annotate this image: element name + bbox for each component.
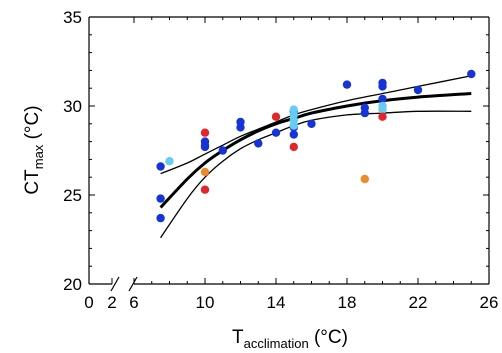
y-axis-title-main: CT xyxy=(22,169,43,195)
fit-lines xyxy=(159,75,472,239)
axes xyxy=(88,16,490,292)
y-axis-title-unit: (°C) xyxy=(22,105,43,144)
x-tick-label: 0 xyxy=(84,293,93,312)
data-point-blue xyxy=(271,128,281,137)
x-tick-label: 26 xyxy=(480,293,499,312)
data-point-red xyxy=(289,142,298,152)
y-tick-label: 25 xyxy=(63,186,82,205)
data-point-red xyxy=(200,185,210,194)
data-point-blue xyxy=(413,85,423,95)
data-point-blue xyxy=(218,146,227,155)
data-point-red xyxy=(378,112,387,121)
data-point-blue xyxy=(307,119,316,128)
data-point-blue xyxy=(289,130,298,139)
data-point-blue xyxy=(156,194,165,203)
data-point-blue xyxy=(378,94,387,104)
x-tick-label: 22 xyxy=(409,293,428,312)
data-point-orange xyxy=(200,167,210,177)
axis-break-mark-right xyxy=(128,276,138,292)
data-point-blue xyxy=(254,139,263,148)
data-points xyxy=(156,69,476,223)
upper-fit-curve xyxy=(160,75,472,175)
data-point-red xyxy=(200,128,210,137)
data-point-blue xyxy=(342,80,352,89)
x-axis-title-sub: acclimation xyxy=(244,336,309,351)
y-axis-title-sub: max xyxy=(31,144,46,169)
data-point-blue xyxy=(156,162,165,171)
data-point-blue xyxy=(467,69,476,79)
x-tick-label: 2 xyxy=(107,293,116,312)
x-tick-label: 14 xyxy=(267,293,286,312)
x-axis-title-unit: (°C) xyxy=(309,327,348,348)
y-tick-label: 20 xyxy=(63,275,82,294)
data-point-blue xyxy=(200,142,210,152)
data-point-blue xyxy=(236,123,245,132)
data-point-light-blue xyxy=(378,105,387,114)
x-axis-title-main: T xyxy=(232,327,244,348)
data-point-blue xyxy=(156,213,165,223)
x-tick-label: 18 xyxy=(338,293,357,312)
data-point-orange xyxy=(360,174,369,184)
y-tick-label: 35 xyxy=(63,8,82,27)
x-axis-title: Tacclimation (°C) xyxy=(232,327,348,351)
data-point-light-blue xyxy=(165,157,174,166)
x-tick-label: 10 xyxy=(196,293,215,312)
y-axis-title: CTmax (°C) xyxy=(22,105,46,194)
x-tick-label: 6 xyxy=(129,293,138,312)
data-point-light-blue xyxy=(289,121,298,130)
data-point-blue xyxy=(360,108,369,118)
axis-break-mark-left xyxy=(110,276,120,292)
data-point-red xyxy=(271,112,281,121)
y-tick-label: 30 xyxy=(63,97,82,116)
data-point-blue xyxy=(378,82,387,91)
